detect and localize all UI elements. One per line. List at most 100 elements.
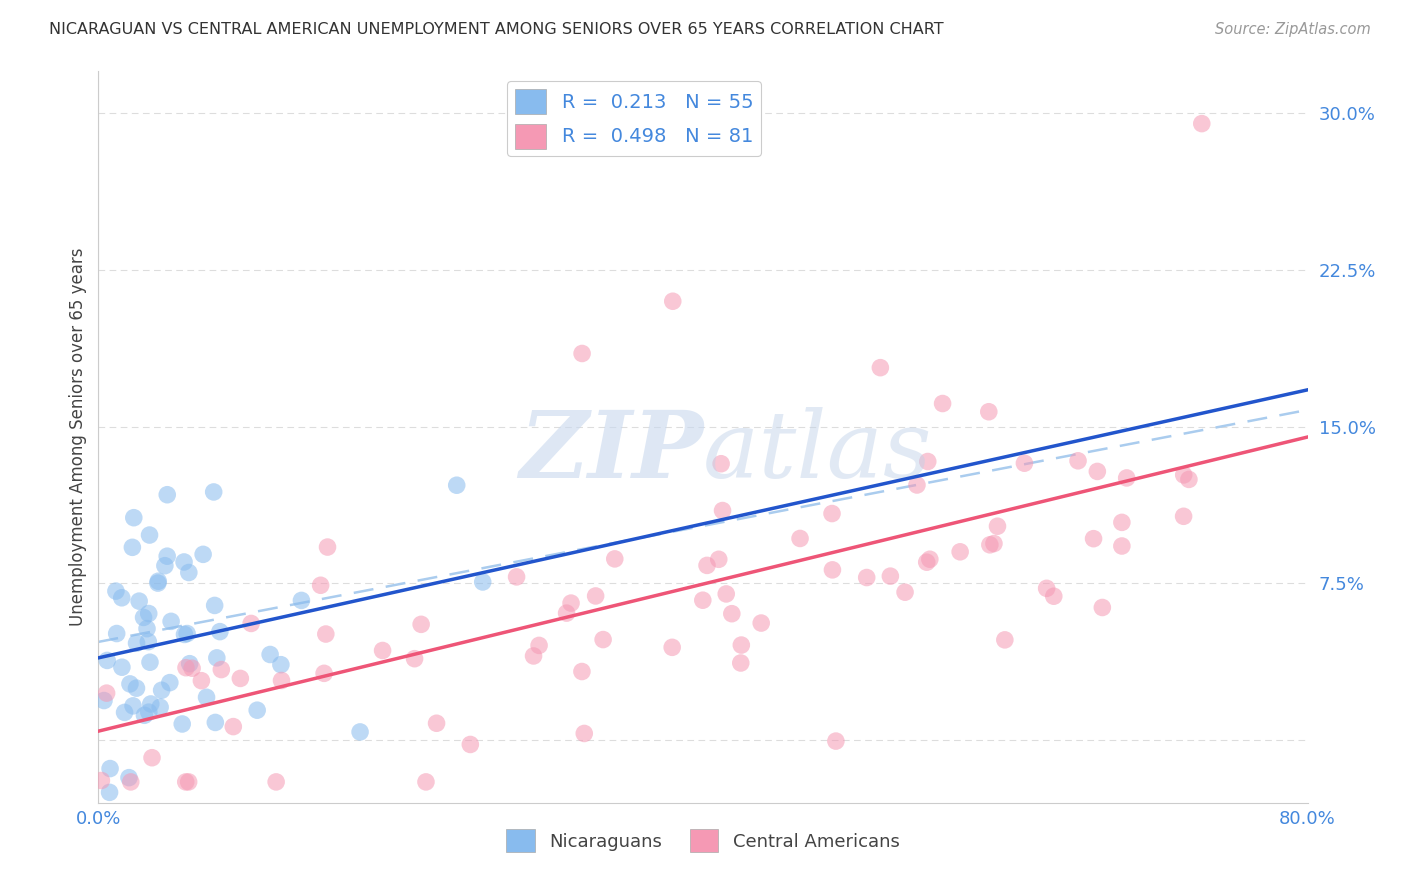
Point xyxy=(141,750,163,764)
Point xyxy=(371,643,394,657)
Point xyxy=(789,532,811,546)
Point xyxy=(720,607,742,621)
Point xyxy=(918,552,941,566)
Text: Source: ZipAtlas.com: Source: ZipAtlas.com xyxy=(1215,22,1371,37)
Point xyxy=(716,587,738,601)
Point xyxy=(1042,589,1064,603)
Point xyxy=(125,636,148,650)
Point xyxy=(711,503,734,517)
Point xyxy=(156,549,179,564)
Point xyxy=(264,775,287,789)
Point xyxy=(309,578,332,592)
Point xyxy=(138,528,160,542)
Point xyxy=(316,540,339,554)
Point xyxy=(153,558,176,573)
Point xyxy=(146,576,169,591)
Point xyxy=(661,640,683,655)
Point xyxy=(471,574,494,589)
Point xyxy=(404,651,426,665)
Point xyxy=(190,673,212,688)
Point xyxy=(592,632,614,647)
Point xyxy=(692,593,714,607)
Point xyxy=(150,683,173,698)
Point xyxy=(460,738,482,752)
Point xyxy=(977,405,1000,419)
Point xyxy=(136,622,159,636)
Text: NICARAGUAN VS CENTRAL AMERICAN UNEMPLOYMENT AMONG SENIORS OVER 65 YEARS CORRELAT: NICARAGUAN VS CENTRAL AMERICAN UNEMPLOYM… xyxy=(49,22,943,37)
Point xyxy=(173,627,195,641)
Point xyxy=(104,584,127,599)
Point xyxy=(134,708,156,723)
Point xyxy=(426,716,449,731)
Point xyxy=(315,627,337,641)
Point xyxy=(505,570,527,584)
Point xyxy=(915,555,938,569)
Point xyxy=(121,541,143,555)
Point xyxy=(160,615,183,629)
Point xyxy=(222,720,245,734)
Point xyxy=(994,632,1017,647)
Point xyxy=(1111,516,1133,530)
Point xyxy=(415,775,437,789)
Point xyxy=(122,510,145,524)
Point xyxy=(522,648,544,663)
Point xyxy=(696,558,718,573)
Point xyxy=(202,485,225,500)
Y-axis label: Unemployment Among Seniors over 65 years: Unemployment Among Seniors over 65 years xyxy=(69,248,87,626)
Point xyxy=(1115,471,1137,485)
Point xyxy=(179,657,201,671)
Point xyxy=(931,396,953,410)
Point xyxy=(259,648,281,662)
Point xyxy=(949,545,972,559)
Point xyxy=(1191,117,1213,131)
Point xyxy=(411,617,433,632)
Point xyxy=(983,536,1005,550)
Point xyxy=(821,563,844,577)
Legend: Nicaraguans, Central Americans: Nicaraguans, Central Americans xyxy=(499,822,907,860)
Point xyxy=(156,488,179,502)
Point xyxy=(128,594,150,608)
Point xyxy=(585,589,607,603)
Point xyxy=(917,454,939,468)
Point xyxy=(730,656,752,670)
Point xyxy=(527,639,550,653)
Point xyxy=(191,547,214,561)
Point xyxy=(1173,467,1195,482)
Point xyxy=(96,686,118,700)
Point xyxy=(894,585,917,599)
Point xyxy=(138,705,160,719)
Point xyxy=(1083,532,1105,546)
Point xyxy=(148,574,170,589)
Point xyxy=(181,661,204,675)
Point xyxy=(246,703,269,717)
Point xyxy=(98,762,121,776)
Point xyxy=(290,593,312,607)
Point xyxy=(661,294,683,309)
Point xyxy=(560,596,582,610)
Point xyxy=(1014,456,1036,470)
Text: ZIP: ZIP xyxy=(519,407,703,497)
Point xyxy=(707,552,730,566)
Point xyxy=(571,346,593,360)
Point xyxy=(730,638,752,652)
Point xyxy=(821,507,844,521)
Point xyxy=(205,651,228,665)
Point xyxy=(855,570,877,584)
Point xyxy=(177,566,200,580)
Point xyxy=(195,690,218,705)
Point xyxy=(270,657,292,672)
Point xyxy=(1091,600,1114,615)
Point xyxy=(208,624,231,639)
Point xyxy=(574,726,596,740)
Point xyxy=(159,675,181,690)
Point xyxy=(176,626,198,640)
Point xyxy=(1111,539,1133,553)
Point xyxy=(149,700,172,714)
Point xyxy=(314,666,336,681)
Point xyxy=(120,775,142,789)
Point xyxy=(96,653,118,667)
Point xyxy=(1173,509,1195,524)
Point xyxy=(270,673,292,688)
Point xyxy=(90,773,112,788)
Point xyxy=(1067,454,1090,468)
